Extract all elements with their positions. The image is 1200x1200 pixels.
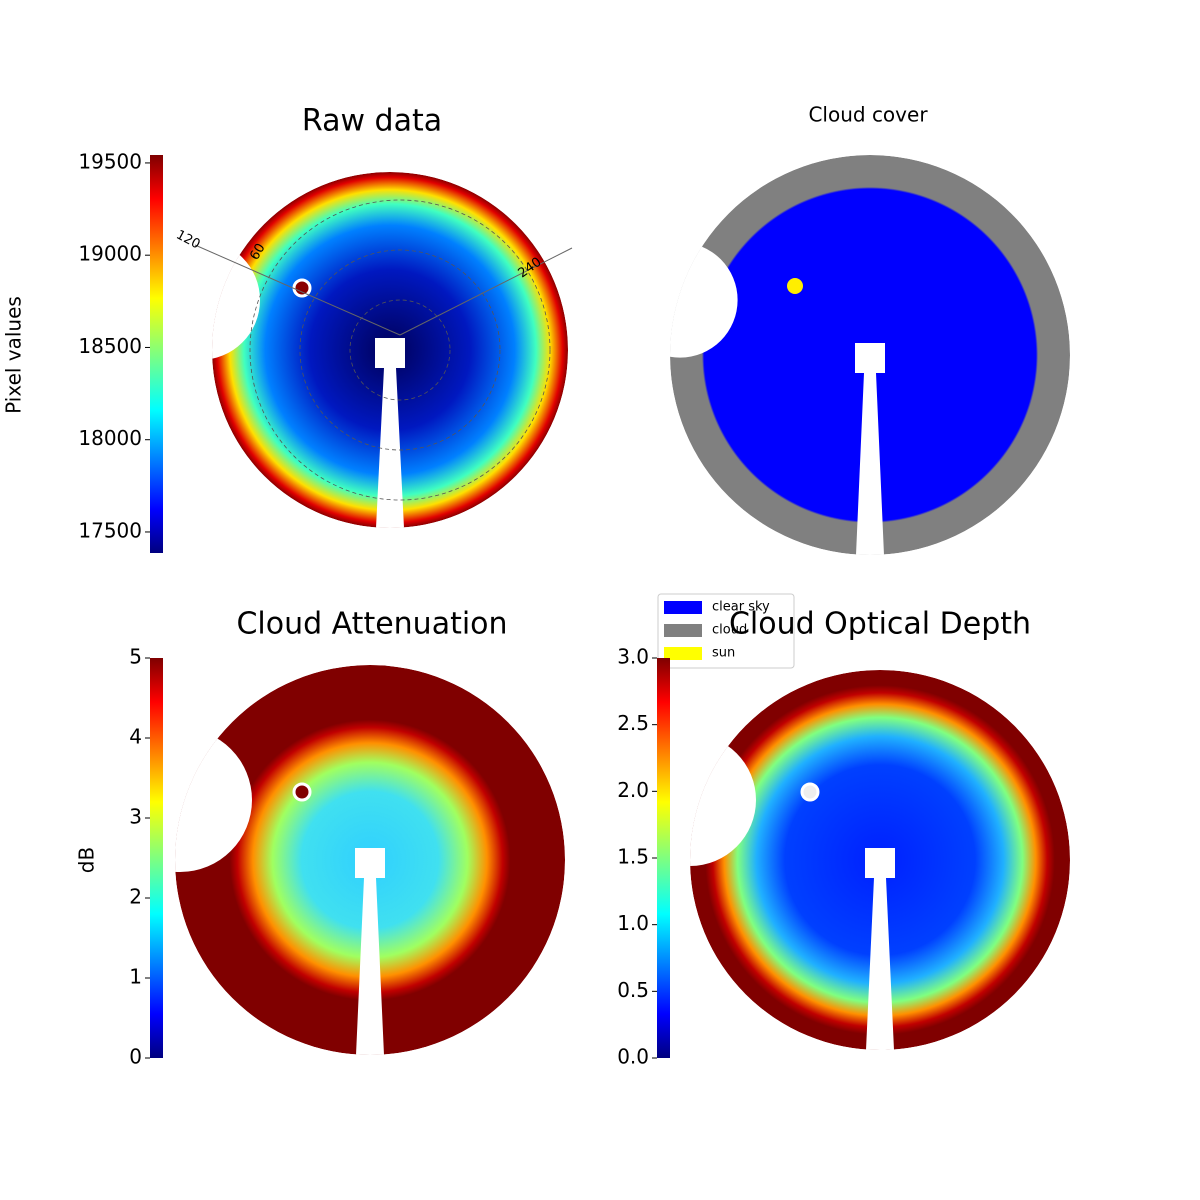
legend-swatch (664, 624, 702, 637)
colorbar-tick-label: 1.5 (617, 845, 649, 869)
colorbar-tick-label: 0.0 (617, 1045, 649, 1069)
sun (292, 782, 312, 802)
sun (800, 782, 820, 802)
legend-label: clear sky (712, 600, 770, 615)
sun (292, 278, 312, 298)
mast (355, 848, 385, 1055)
colorbar-tick-label: 1.0 (617, 911, 649, 935)
sky-image (690, 670, 1070, 1050)
colorbar-tick-label: 17500 (78, 518, 142, 542)
legend-swatch (664, 647, 702, 660)
polar-ring (299, 249, 501, 451)
polar-spoke (399, 247, 573, 336)
polar-label: 60 (247, 241, 268, 263)
sky-image (670, 155, 1070, 555)
colorbar-tick-label: 2.5 (617, 711, 649, 735)
colorbar-label: Pixel values (2, 296, 26, 414)
panel-title: Cloud Attenuation (236, 607, 507, 642)
colorbar (150, 658, 163, 1058)
polar-label: 120 (174, 228, 203, 253)
sky-cutout (690, 734, 756, 866)
colorbar-tick-label: 5 (129, 645, 142, 669)
colorbar-label: dB (75, 847, 99, 873)
sun (787, 278, 803, 294)
colorbar (657, 658, 670, 1058)
mast (855, 343, 885, 555)
sky-cutout (175, 728, 252, 872)
colorbar-tick-label: 2.0 (617, 778, 649, 802)
sky-image (175, 665, 565, 1055)
colorbar-tick-label: 4 (129, 725, 142, 749)
colorbar-tick-label: 18000 (78, 426, 142, 450)
colorbar-tick-label: 18500 (78, 334, 142, 358)
colorbar-tick-label: 0.5 (617, 978, 649, 1002)
mast (865, 848, 895, 1050)
colorbar-tick-label: 1 (129, 965, 142, 989)
panel-title: Cloud Optical Depth (729, 607, 1031, 642)
polar-ring (349, 299, 451, 401)
colorbar-tick-label: 3.0 (617, 645, 649, 669)
colorbar-tick-label: 19500 (78, 149, 142, 173)
colorbar (150, 155, 163, 553)
sky-cutout (670, 242, 738, 358)
panel-title: Raw data (302, 104, 442, 139)
colorbar-tick-label: 19000 (78, 242, 142, 266)
sky-image (194, 172, 573, 528)
legend: clear sky cloud sun (657, 593, 795, 669)
colorbar-tick-label: 0 (129, 1045, 142, 1069)
mast (375, 338, 405, 528)
colorbar-tick-label: 2 (129, 885, 142, 909)
legend-label: cloud (712, 623, 747, 638)
colorbar-tick-label: 3 (129, 805, 142, 829)
legend-label: sun (712, 646, 735, 661)
legend-swatch (664, 601, 702, 614)
polar-ring (249, 199, 551, 501)
panel-title: Cloud cover (808, 103, 928, 127)
polar-spoke (194, 244, 401, 336)
